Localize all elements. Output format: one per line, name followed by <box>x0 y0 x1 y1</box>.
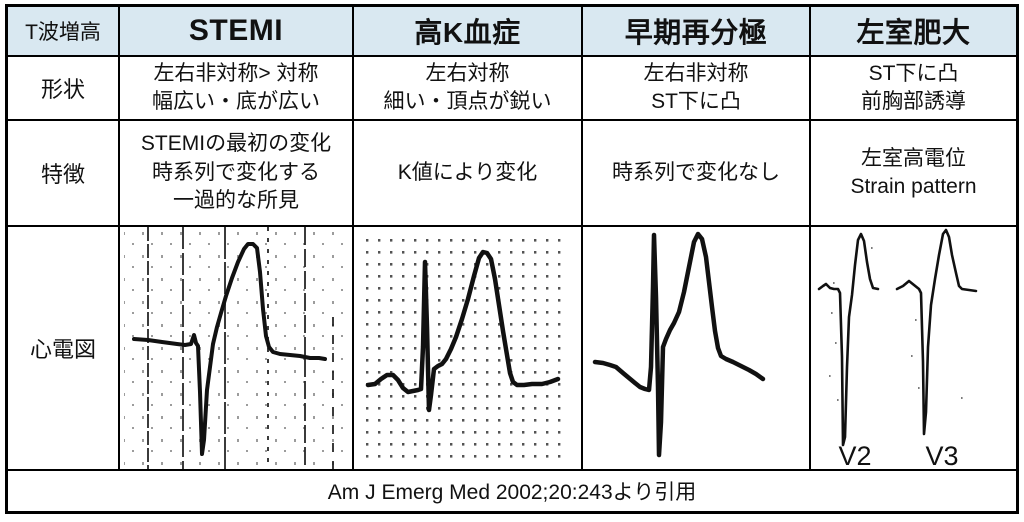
cell-shape-stemi: 左右非対称> 対称 幅広い・底が広い <box>120 57 352 119</box>
column-header-stemi: STEMI <box>120 7 352 55</box>
cell-shape-hyperkalemia: 左右対称 細い・頂点が鋭い <box>354 57 581 119</box>
corner-header-label: T波増高 <box>25 21 101 44</box>
lead-label-v3: V3 <box>925 441 958 469</box>
column-header-early-repolarization: 早期再分極 <box>583 7 809 55</box>
cell-line: 前胸部誘導 <box>861 90 966 113</box>
cell-line: 細い・頂点が鋭い <box>383 90 552 113</box>
corner-header-t-wave: T波増高 <box>8 7 118 55</box>
cell-line: 左右非対称> 対称 <box>153 61 319 85</box>
ecg-paper-dot-grid <box>364 235 568 461</box>
column-header-hyperkalemia: 高K血症 <box>354 7 581 55</box>
lvh-v2-waveform <box>817 232 880 447</box>
lvh-v3-waveform <box>895 228 978 436</box>
cell-feature-lvh: 左室高電位 Strain pattern <box>811 121 1016 225</box>
t-wave-comparison-table: T波増高 STEMI 高K血症 早期再分極 左室肥大 形状 左右非対称> 対称 … <box>5 4 1019 514</box>
cell-line: 左右対称 <box>425 61 510 85</box>
cell-shape-early-repolarization: 左右非対称 ST下に凸 <box>583 57 809 119</box>
cell-line: 左右非対称 <box>643 61 749 85</box>
cell-line: 左室高電位 <box>861 146 966 170</box>
cell-shape-lvh: ST下に凸 前胸部誘導 <box>811 57 1016 119</box>
ecg-trace-hyperkalemia <box>354 227 581 469</box>
cell-line: 一過的な所見 <box>173 189 299 213</box>
ecg-early-repolarization-svg <box>592 231 766 458</box>
early-repolarization-waveform <box>592 231 766 458</box>
cell-line: ST下に凸 <box>651 90 741 113</box>
ecg-hyperkalemia-svg <box>364 235 568 461</box>
row-label-shape: 形状 <box>8 57 118 119</box>
hyperkalemia-waveform <box>365 249 561 413</box>
ecg-scan-speckle <box>829 247 963 401</box>
cell-feature-early-repolarization: 時系列で変化なし <box>583 121 809 225</box>
column-header-lvh: 左室肥大 <box>811 7 1016 55</box>
cell-line: 時系列で変化する <box>152 160 320 184</box>
stemi-waveform <box>132 242 327 456</box>
cell-feature-stemi: STEMIの最初の変化 時系列で変化する 一過的な所見 <box>120 121 352 225</box>
cell-line: K値により変化 <box>397 160 538 184</box>
row-label-ecg: 心電図 <box>8 227 118 469</box>
ecg-trace-stemi <box>120 227 352 469</box>
cell-line: 幅広い・底が広い <box>152 90 320 113</box>
cell-line: ST下に凸 <box>868 61 959 85</box>
ecg-stemi-svg <box>124 227 348 469</box>
citation-footer: Am J Emerg Med 2002;20:243より引用 <box>8 471 1016 511</box>
cell-line: 時系列で変化なし <box>612 160 780 184</box>
citation-text: Am J Emerg Med 2002;20:243より引用 <box>327 481 697 504</box>
cell-line: STEMIの最初の変化 <box>140 132 332 156</box>
cell-feature-hyperkalemia: K値により変化 <box>354 121 581 225</box>
row-label-feature: 特徴 <box>8 121 118 225</box>
lead-label-v2: V2 <box>838 441 871 469</box>
ecg-lvh-svg: V2 V3 <box>817 228 978 469</box>
ecg-trace-early-repolarization <box>583 227 809 469</box>
ecg-trace-lvh: V2 V3 <box>811 227 1016 469</box>
cell-line: Strain pattern <box>850 175 977 198</box>
